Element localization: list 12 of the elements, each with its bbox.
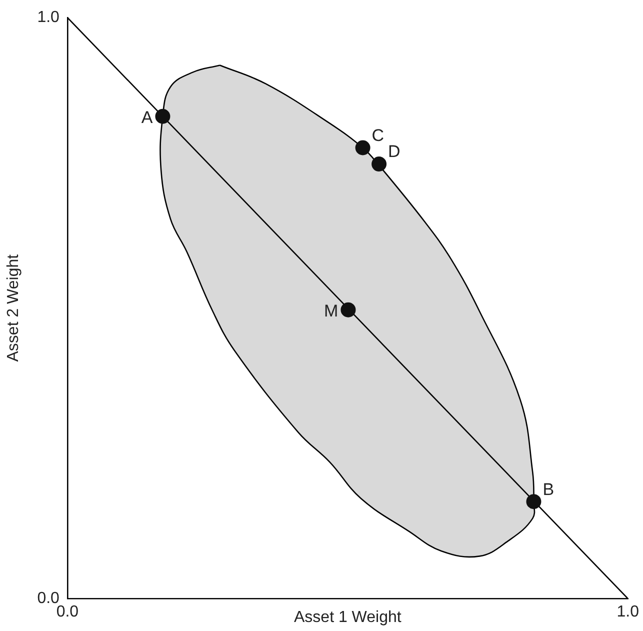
annotation: A — [141, 108, 154, 128]
annotation: M — [324, 302, 338, 321]
annotation: D — [388, 142, 400, 162]
point — [340, 302, 356, 318]
annotation: B — [542, 480, 554, 499]
y-axis-title: Asset 2 Weight — [5, 254, 22, 362]
point — [155, 108, 170, 124]
point — [355, 140, 370, 156]
point — [372, 156, 387, 172]
annotation: C — [372, 126, 384, 145]
point — [526, 494, 542, 510]
x-axis-title: Asset 1 Weight — [294, 608, 402, 626]
